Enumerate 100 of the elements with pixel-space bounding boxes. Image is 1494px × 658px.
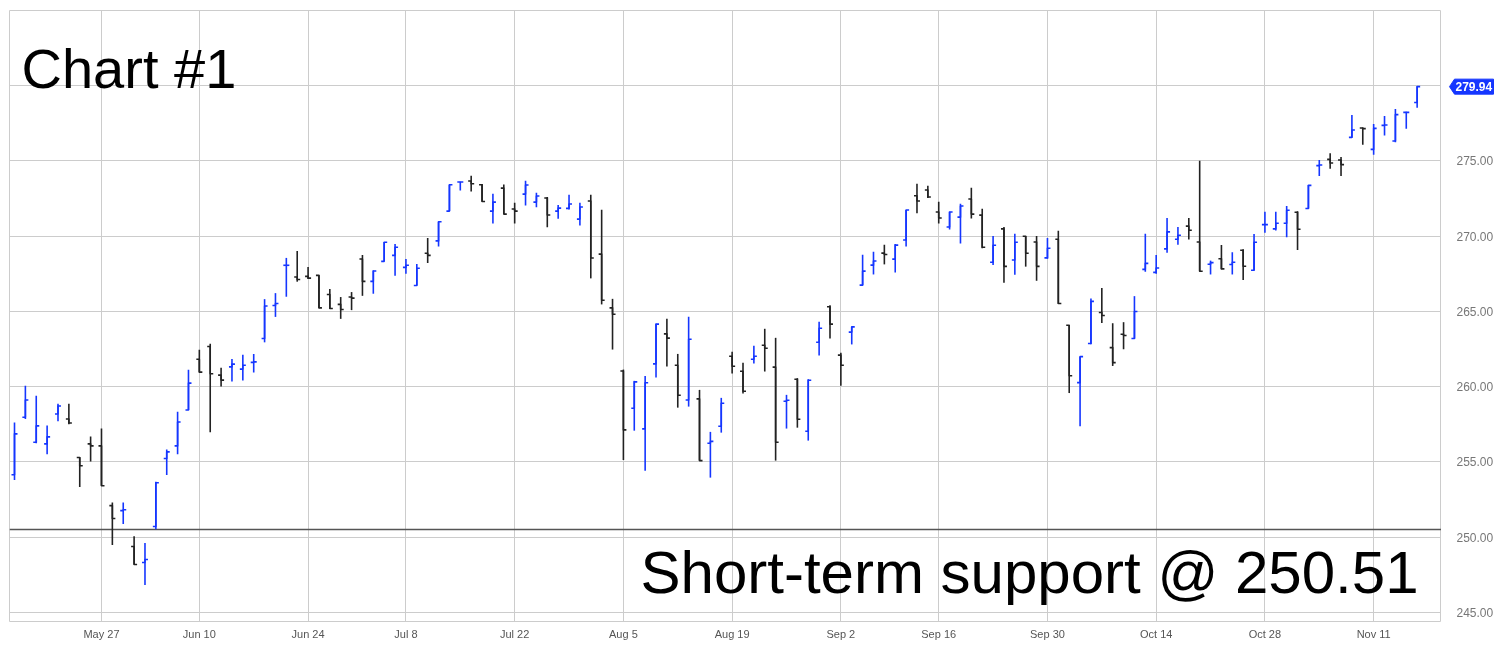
candlestick: [152, 480, 160, 531]
candlestick: [978, 208, 987, 250]
candlestick: [97, 427, 106, 487]
x-tick-label: Sep 2: [826, 627, 856, 640]
candlestick: [586, 193, 595, 280]
candlestick: [1250, 233, 1258, 272]
candlestick: [326, 288, 334, 310]
candlestick: [619, 368, 628, 461]
candlestick: [217, 366, 225, 388]
candlestick: [1076, 355, 1084, 427]
candlestick: [358, 254, 367, 297]
candlestick: [43, 424, 51, 455]
candlestick: [1293, 210, 1302, 251]
candlestick: [1326, 152, 1334, 170]
x-tick-label: Jun 24: [291, 627, 325, 640]
candlestick: [673, 353, 682, 409]
candlestick: [510, 201, 519, 225]
candlestick: [249, 353, 258, 374]
y-tick-label: 270.00: [1456, 229, 1494, 244]
candlestick: [869, 250, 878, 276]
candlestick: [1000, 226, 1008, 284]
x-tick-label: Sep 30: [1030, 627, 1065, 640]
candlestick: [771, 337, 780, 462]
candlestick: [162, 448, 171, 476]
candlestick: [1065, 324, 1073, 394]
candlestick: [804, 378, 813, 442]
x-tick-label: Jul 8: [394, 627, 418, 640]
candlestick: [130, 535, 138, 566]
candlestick: [195, 349, 204, 373]
candlestick: [304, 266, 312, 280]
candlestick: [293, 250, 301, 283]
candlestick: [1011, 233, 1019, 276]
candlestick: [1195, 159, 1204, 273]
candlestick: [21, 384, 30, 420]
candlestick: [543, 196, 552, 229]
candlestick: [717, 397, 726, 434]
y-tick-label: 265.00: [1456, 304, 1494, 319]
candlestick: [750, 345, 758, 365]
candlestick: [1271, 211, 1280, 232]
candlestick: [1152, 254, 1160, 275]
y-tick-label: 260.00: [1456, 380, 1494, 395]
candlestick: [500, 183, 508, 215]
candlestick: [652, 323, 660, 379]
candlestick: [239, 354, 247, 382]
candlestick: [989, 235, 997, 266]
candlestick: [108, 501, 117, 546]
candlestick: [576, 201, 584, 227]
candlestick: [837, 352, 845, 387]
x-tick-label: Jul 22: [499, 627, 530, 640]
candlestick: [10, 421, 19, 481]
candlestick: [891, 243, 900, 274]
y-tick-label: 255.00: [1456, 455, 1494, 470]
candlestick: [641, 375, 649, 472]
candlestick: [826, 304, 834, 340]
x-tick-label: May 27: [83, 627, 120, 640]
candlestick: [1239, 248, 1247, 281]
candlestick: [75, 456, 84, 488]
x-tick-label: Oct 28: [1248, 627, 1282, 640]
candlestick: [184, 368, 193, 411]
x-tick-label: Nov 11: [1356, 627, 1391, 640]
candlestick: [1021, 235, 1030, 268]
x-tick-label: Sep 16: [921, 627, 957, 640]
text: 279.94: [1455, 80, 1493, 95]
candlestick: [1130, 295, 1139, 340]
candlestick: [934, 200, 943, 225]
candlestick: [32, 394, 41, 444]
candlestick: [1413, 85, 1421, 109]
candlestick: [597, 208, 606, 306]
x-tick-label: Aug 19: [714, 627, 750, 640]
x-tick-label: Oct 14: [1139, 627, 1173, 640]
candlestick: [782, 394, 791, 430]
candlestick: [402, 258, 410, 275]
text: Chart #1: [21, 36, 237, 100]
candlestick: [793, 377, 802, 429]
candlestick: [282, 257, 291, 298]
candlestick: [1282, 205, 1291, 239]
y-tick-label: 275.00: [1456, 154, 1494, 169]
candlestick: [206, 343, 215, 433]
candlestick: [858, 253, 867, 286]
candlestick: [445, 183, 454, 212]
candlestick: [1163, 217, 1171, 254]
candlestick: [1032, 235, 1041, 282]
candlestick: [86, 435, 95, 463]
candlestick: [315, 274, 323, 309]
candlestick: [739, 362, 747, 395]
candlestick: [608, 298, 617, 351]
candlestick: [434, 220, 443, 248]
candlestick: [1228, 251, 1237, 276]
candlestick: [489, 192, 497, 225]
candlestick: [1348, 114, 1356, 139]
candlestick: [391, 243, 399, 277]
candlestick: [663, 318, 671, 368]
candlestick: [260, 298, 269, 344]
candlestick: [1337, 156, 1345, 177]
candlestick: [913, 182, 921, 215]
y-tick-label: 250.00: [1456, 530, 1494, 545]
candlestick: [967, 186, 976, 220]
candlestick: [728, 351, 736, 375]
candlestick: [1369, 123, 1378, 156]
candlestick: [760, 327, 769, 373]
